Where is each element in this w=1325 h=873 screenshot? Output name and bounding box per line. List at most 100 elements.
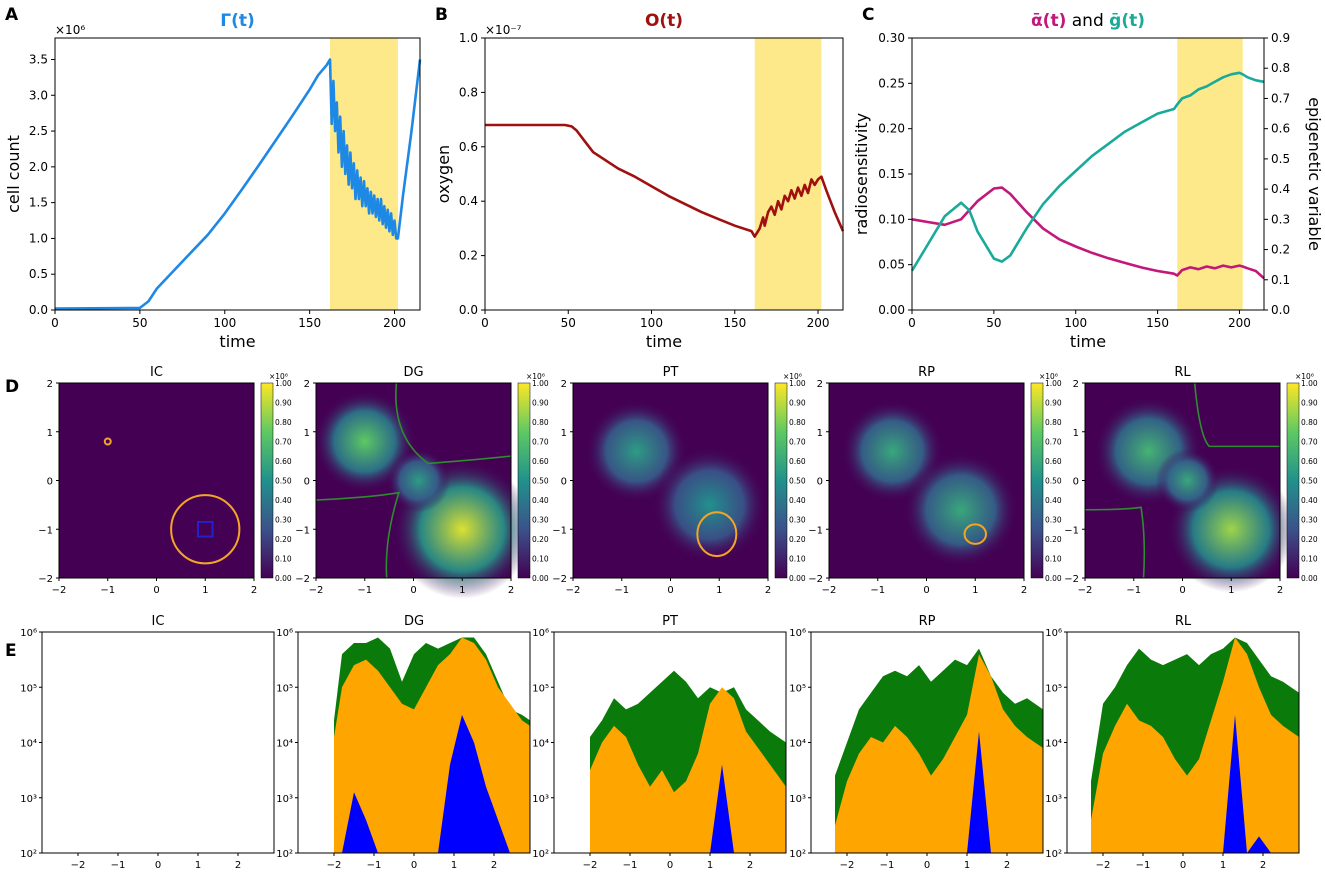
y-tick-label: 10⁴	[532, 739, 549, 750]
panel-title: RP	[919, 614, 936, 629]
panel-letter-C: C	[862, 5, 874, 25]
x-tick-label: 0	[924, 860, 930, 869]
y-axis-label: radiosensitivity	[852, 113, 871, 235]
x-tick-label: 150	[723, 316, 746, 330]
x-tick-label: −1	[1136, 860, 1151, 869]
x-tick-label: −1	[100, 585, 115, 596]
x-tick-label: −2	[309, 585, 324, 596]
colorbar-tick-label: 1.00	[532, 379, 549, 388]
x-tick-label: 1	[451, 860, 457, 869]
y-tick-label: 10⁴	[20, 739, 37, 750]
x-tick-label: 0	[410, 585, 416, 596]
colorbar-tick-label: 0.70	[532, 438, 549, 447]
y-right-tick-label: 0.4	[1271, 182, 1290, 196]
y-tick-label: 10⁴	[1045, 739, 1062, 750]
x-tick-label: 150	[1146, 316, 1169, 330]
y-tick-label: 2	[561, 379, 567, 390]
x-tick-label: 100	[213, 316, 236, 330]
heatmap-background	[59, 383, 254, 578]
colorbar-tick-label: 0.30	[275, 516, 292, 525]
area-orange	[590, 687, 786, 853]
x-tick-label: 1	[1228, 585, 1234, 596]
colorbar-tick-label: 0.60	[789, 457, 806, 466]
x-tick-label: 50	[561, 316, 576, 330]
y-tick-label: 2	[1073, 379, 1079, 390]
y-tick-label: 1	[304, 428, 310, 439]
y-tick-label: 1.0	[29, 231, 48, 245]
panel-title: RP	[918, 365, 935, 380]
colorbar-tick-label: 0.20	[789, 535, 806, 544]
colorbar-scale-label: ×10⁶	[1295, 372, 1314, 381]
y-tick-label: 0.05	[878, 258, 905, 272]
x-tick-label: 2	[235, 860, 241, 869]
panel-title: DG	[404, 614, 424, 629]
x-tick-label: −2	[566, 585, 581, 596]
y-tick-label: 1.0	[459, 31, 478, 45]
density-blob	[1155, 448, 1220, 513]
y-tick-label: 2	[47, 379, 53, 390]
y-tick-label: 10²	[532, 849, 549, 860]
contour-orange	[696, 511, 738, 558]
y-right-axis-label: epigenetic variable	[1305, 97, 1324, 251]
x-tick-label: 0	[411, 860, 417, 869]
treatment-highlight-band	[330, 38, 398, 310]
y-tick-label: 10²	[276, 849, 293, 860]
y-tick-label: −2	[38, 574, 53, 585]
colorbar-tick-label: 0.70	[1301, 438, 1318, 447]
colorbar-tick-label: 0.30	[1301, 516, 1318, 525]
y-tick-label: 10³	[532, 794, 549, 805]
colorbar-tick-label: 0.00	[1045, 574, 1062, 583]
x-tick-label: −2	[822, 585, 837, 596]
y-right-tick-label: 0.1	[1271, 273, 1290, 287]
x-tick-label: 1	[459, 585, 465, 596]
contour-green	[315, 491, 401, 579]
y-tick-label: 3.0	[29, 88, 48, 102]
density-blob	[652, 447, 767, 562]
x-tick-label: −2	[840, 860, 855, 869]
panel-title: RL	[1175, 614, 1192, 629]
x-tick-label: 1	[202, 585, 208, 596]
y-axis-label: oxygen	[434, 145, 453, 203]
series-line-A-0	[54, 58, 422, 310]
y-tick-label: 1.5	[29, 196, 48, 210]
axes-frame	[54, 37, 421, 311]
y-tick-label: 10⁴	[276, 739, 293, 750]
y-tick-label: 0.4	[459, 194, 478, 208]
x-tick-label: 2	[508, 585, 514, 596]
y-tick-label: 0.8	[459, 85, 478, 99]
panel-letter-E: E	[5, 641, 17, 661]
y-tick-label: 10⁶	[789, 628, 806, 639]
y-tick-label: −2	[552, 574, 567, 585]
y-tick-label: 0.00	[878, 303, 905, 317]
x-tick-label: −2	[1078, 585, 1093, 596]
y-tick-label: 10⁶	[20, 628, 37, 639]
contour-green	[1084, 506, 1146, 579]
title-part: and	[1066, 11, 1109, 31]
y-tick-label: 1	[817, 428, 823, 439]
x-tick-label: 0	[1179, 585, 1185, 596]
colorbar-tick-label: 0.90	[1301, 399, 1318, 408]
x-tick-label: 2	[251, 585, 257, 596]
histogram-RL: RL −2 −1 0 1 2 10² 10³ 10⁴ 10⁵ 10⁶	[1045, 614, 1300, 871]
colorbar-tick-label: 0.70	[275, 438, 292, 447]
y-tick-label: 2.0	[29, 160, 48, 174]
y-right-tick-label: 0.2	[1271, 243, 1290, 257]
x-tick-label: 1	[716, 585, 722, 596]
x-tick-label: −2	[71, 860, 86, 869]
colorbar-tick-label: 0.20	[1301, 535, 1318, 544]
chart-title: ᾱ(t) and ḡ(t)	[1031, 11, 1145, 31]
colorbar-tick-label: 0.30	[1045, 516, 1062, 525]
y-tick-label: 10⁵	[789, 683, 806, 694]
x-tick-label: −1	[614, 585, 629, 596]
y-tick-label: 0.0	[459, 303, 478, 317]
colorbar-tick-label: 0.80	[1301, 418, 1318, 427]
colorbar-tick-label: 0.40	[1301, 496, 1318, 505]
y-tick-label: 2	[817, 379, 823, 390]
x-tick-label: 0	[51, 316, 59, 330]
y-right-tick-label: 0.3	[1271, 212, 1290, 226]
x-tick-label: 2	[765, 585, 771, 596]
y-tick-label: 0.25	[878, 76, 905, 90]
area-blue	[334, 714, 530, 853]
x-tick-label: −1	[357, 585, 372, 596]
